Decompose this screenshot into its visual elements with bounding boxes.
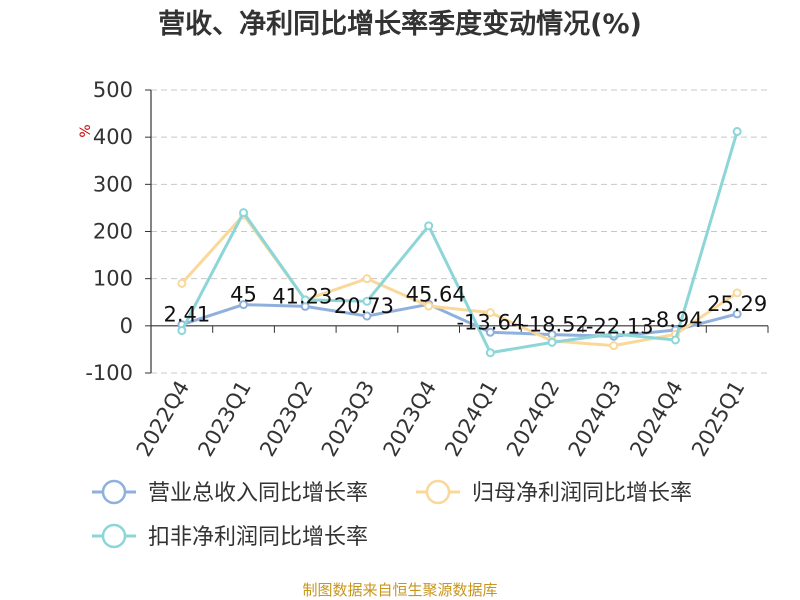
data-label: 25.29 [707,292,767,316]
x-tick-label: 2024Q4 [625,377,687,461]
data-point[interactable] [485,348,495,358]
x-tick-label: 2022Q4 [132,377,194,461]
data-label: 20.73 [334,294,394,318]
data-point[interactable] [300,295,310,305]
data-label: 41.23 [272,284,332,308]
legend-label: 营业总收入同比增长率 [148,481,368,506]
y-tick-label: 100 [93,267,133,291]
x-tick-label: 2025Q1 [687,377,749,461]
data-point[interactable] [485,308,495,318]
legend-item[interactable]: 扣非净利润同比增长率 [92,523,368,550]
data-point[interactable] [670,335,680,345]
data-point[interactable] [424,301,434,311]
data-point[interactable] [239,208,249,218]
x-tick-label: 2024Q3 [564,377,626,461]
legend-swatch-marker [425,479,451,505]
data-point[interactable] [239,300,249,310]
legend-item[interactable]: 归母净利润同比增长率 [416,479,692,506]
data-labels: 2.41 45 41.23 20.73 45.64 -13.64-18.52-22.13-… [163,282,767,338]
y-tick-label: -100 [85,361,133,385]
legend-swatch-marker [101,479,127,505]
data-point[interactable] [424,221,434,231]
data-point[interactable] [485,327,495,337]
x-tick-label: 2023Q1 [193,377,255,461]
data-point[interactable] [609,341,619,351]
data-label: -18.52 [521,313,589,337]
data-label: -22.13 [586,314,654,338]
legend-swatch-marker [101,523,127,549]
x-tick-label: 2023Q2 [255,377,317,461]
y-axis-unit: % [78,124,94,137]
series-line [180,131,739,355]
source-note: 制图数据来自恒生聚源数据库 [302,581,497,599]
data-point[interactable] [177,278,187,288]
legend-label: 扣非净利润同比增长率 [148,525,368,550]
series-line [181,302,738,338]
data-label: -13.64 [456,310,524,334]
data-point[interactable] [609,329,619,339]
data-label: 45.64 [406,282,466,306]
y-tick-label: 300 [93,172,133,196]
legend-item[interactable]: 营业总收入同比增长率 [92,479,368,506]
data-point[interactable] [732,288,742,298]
y-tick-label: 0 [120,314,133,338]
x-tick-label: 2023Q3 [317,377,379,461]
data-label: 2.41 [163,303,210,327]
chart-title: 营收、净利同比增长率季度变动情况(%) [158,8,642,40]
series-layer [177,127,742,358]
data-point[interactable] [547,337,557,347]
data-label: 45 [230,283,257,307]
data-point[interactable] [732,309,742,319]
data-label: -8.94 [648,308,702,332]
x-tick-label: 2024Q2 [502,377,564,461]
y-tick-label: 200 [93,220,133,244]
legend-label: 归母净利润同比增长率 [472,481,692,506]
x-tick-label: 2023Q4 [379,377,441,461]
data-point[interactable] [362,274,372,284]
data-point[interactable] [177,326,187,336]
data-point[interactable] [732,127,742,137]
data-point[interactable] [362,311,372,321]
y-tick-label: 400 [93,125,133,149]
x-tick-label: 2024Q1 [440,376,502,460]
y-tick-label: 500 [93,78,133,102]
data-point[interactable] [362,296,372,306]
